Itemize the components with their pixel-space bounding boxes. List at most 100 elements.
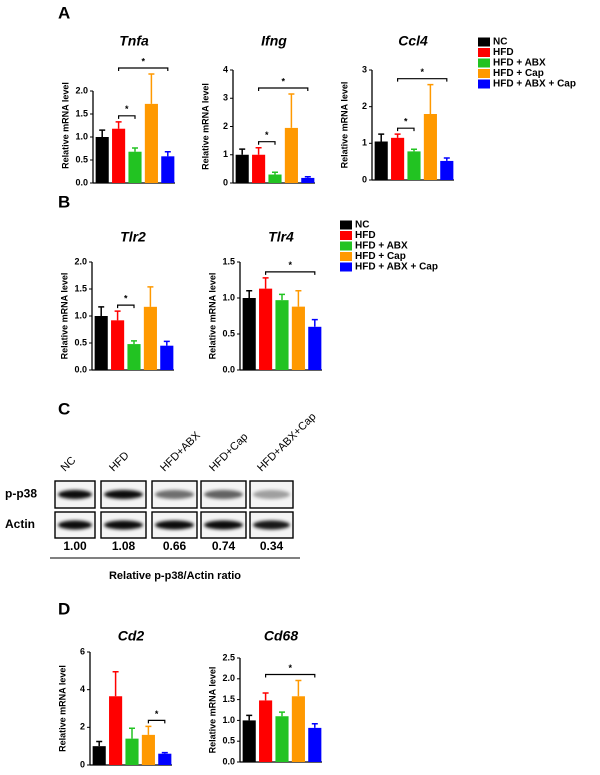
error-bar bbox=[311, 722, 318, 728]
legend-label: NC bbox=[355, 220, 369, 231]
error-bar bbox=[164, 150, 171, 157]
chart-title: Cd68 bbox=[264, 628, 298, 644]
error-bar bbox=[394, 133, 401, 138]
bar bbox=[143, 306, 157, 370]
legend-swatch bbox=[340, 241, 352, 251]
bar bbox=[92, 746, 106, 765]
y-tick-label: 0 bbox=[362, 174, 367, 184]
y-tick-label: 1.5 bbox=[75, 108, 88, 118]
bar bbox=[127, 344, 141, 370]
legend-swatch bbox=[478, 69, 490, 78]
significance-label: * bbox=[265, 130, 269, 140]
bar bbox=[94, 316, 108, 370]
significance-bracket bbox=[265, 271, 316, 275]
blot-band bbox=[253, 520, 290, 530]
bar bbox=[112, 128, 126, 183]
blot-band bbox=[58, 520, 92, 530]
y-tick-label: 2.5 bbox=[222, 652, 235, 662]
y-tick-label: 1.0 bbox=[222, 292, 235, 302]
y-tick-label: 1.5 bbox=[222, 256, 235, 266]
error-bar bbox=[246, 714, 253, 721]
bar bbox=[125, 738, 139, 765]
legend-label: HFD + ABX + Cap bbox=[493, 79, 576, 90]
panel-label: A bbox=[58, 3, 70, 22]
bar bbox=[259, 700, 273, 762]
bar bbox=[141, 734, 155, 765]
error-bar bbox=[114, 310, 121, 321]
bar bbox=[308, 326, 322, 370]
error-bar bbox=[161, 751, 168, 754]
y-tick-label: 2 bbox=[80, 722, 85, 732]
significance-label: * bbox=[420, 67, 424, 77]
error-bar bbox=[304, 176, 311, 178]
y-tick-label: 0.5 bbox=[222, 328, 235, 338]
legend-swatch bbox=[478, 48, 490, 57]
bar bbox=[259, 288, 273, 370]
chart-title: Ifng bbox=[261, 33, 287, 49]
legend-swatch bbox=[340, 262, 352, 272]
y-tick-label: 0 bbox=[223, 177, 228, 187]
significance-bracket bbox=[397, 78, 448, 82]
y-tick-label: 3 bbox=[362, 64, 367, 74]
error-bar bbox=[262, 277, 269, 289]
blot-band bbox=[204, 490, 243, 499]
error-bar bbox=[148, 73, 155, 104]
error-bar bbox=[279, 711, 285, 717]
bar bbox=[291, 306, 305, 370]
y-tick-label: 4 bbox=[223, 64, 228, 74]
error-bar bbox=[115, 121, 122, 129]
y-tick-label: 2.0 bbox=[75, 85, 88, 95]
chart-title: Tlr2 bbox=[120, 229, 146, 245]
significance-bracket bbox=[117, 304, 135, 309]
error-bar bbox=[145, 725, 152, 735]
significance-bracket bbox=[258, 87, 309, 92]
bar bbox=[374, 141, 388, 180]
y-tick-label: 2.0 bbox=[222, 673, 235, 683]
significance-label: * bbox=[155, 709, 159, 719]
legend-swatch bbox=[340, 231, 352, 240]
legend-swatch bbox=[478, 37, 490, 47]
blot-band bbox=[204, 520, 243, 530]
panel-label: B bbox=[58, 192, 70, 211]
y-tick-label: 1 bbox=[362, 138, 367, 148]
significance-label: * bbox=[125, 104, 129, 114]
significance-bracket bbox=[265, 673, 316, 678]
significance-label: * bbox=[281, 76, 285, 86]
bar bbox=[160, 345, 174, 370]
bar bbox=[161, 156, 175, 183]
blot-band bbox=[155, 490, 194, 499]
y-axis-label: Relative mRNA level bbox=[59, 273, 69, 360]
panel-label: C bbox=[58, 399, 70, 418]
legend-label: HFD + ABX + Cap bbox=[355, 262, 438, 273]
error-bar bbox=[98, 306, 105, 316]
legend-label: HFD + Cap bbox=[493, 68, 544, 79]
error-bar bbox=[131, 340, 137, 345]
blot-band bbox=[104, 490, 143, 499]
blot-caption: Relative p-p38/Actin ratio bbox=[109, 570, 241, 582]
error-bar bbox=[295, 290, 302, 307]
y-tick-label: 2 bbox=[362, 101, 367, 111]
error-bar bbox=[443, 157, 450, 161]
y-tick-label: 1.5 bbox=[74, 283, 87, 293]
chart-title: Tlr4 bbox=[268, 229, 294, 245]
bar bbox=[242, 720, 256, 762]
legend-label: HFD bbox=[355, 230, 376, 241]
bar bbox=[158, 753, 172, 765]
significance-bracket bbox=[118, 67, 169, 71]
lane-label: HFD bbox=[107, 450, 132, 475]
error-bar bbox=[411, 148, 417, 152]
y-tick-label: 4 bbox=[80, 684, 85, 694]
bar bbox=[128, 151, 142, 183]
error-bar bbox=[132, 147, 138, 152]
legend-swatch bbox=[340, 252, 352, 261]
blot-row-label: Actin bbox=[5, 517, 35, 531]
significance-label: * bbox=[288, 663, 292, 673]
y-tick-label: 1.0 bbox=[74, 310, 87, 320]
chart-title: Ccl4 bbox=[398, 33, 428, 49]
bar bbox=[275, 716, 289, 762]
y-tick-label: 6 bbox=[80, 646, 85, 656]
error-bar bbox=[246, 290, 253, 298]
y-tick-label: 1.0 bbox=[75, 131, 88, 141]
y-tick-label: 2 bbox=[223, 121, 228, 131]
